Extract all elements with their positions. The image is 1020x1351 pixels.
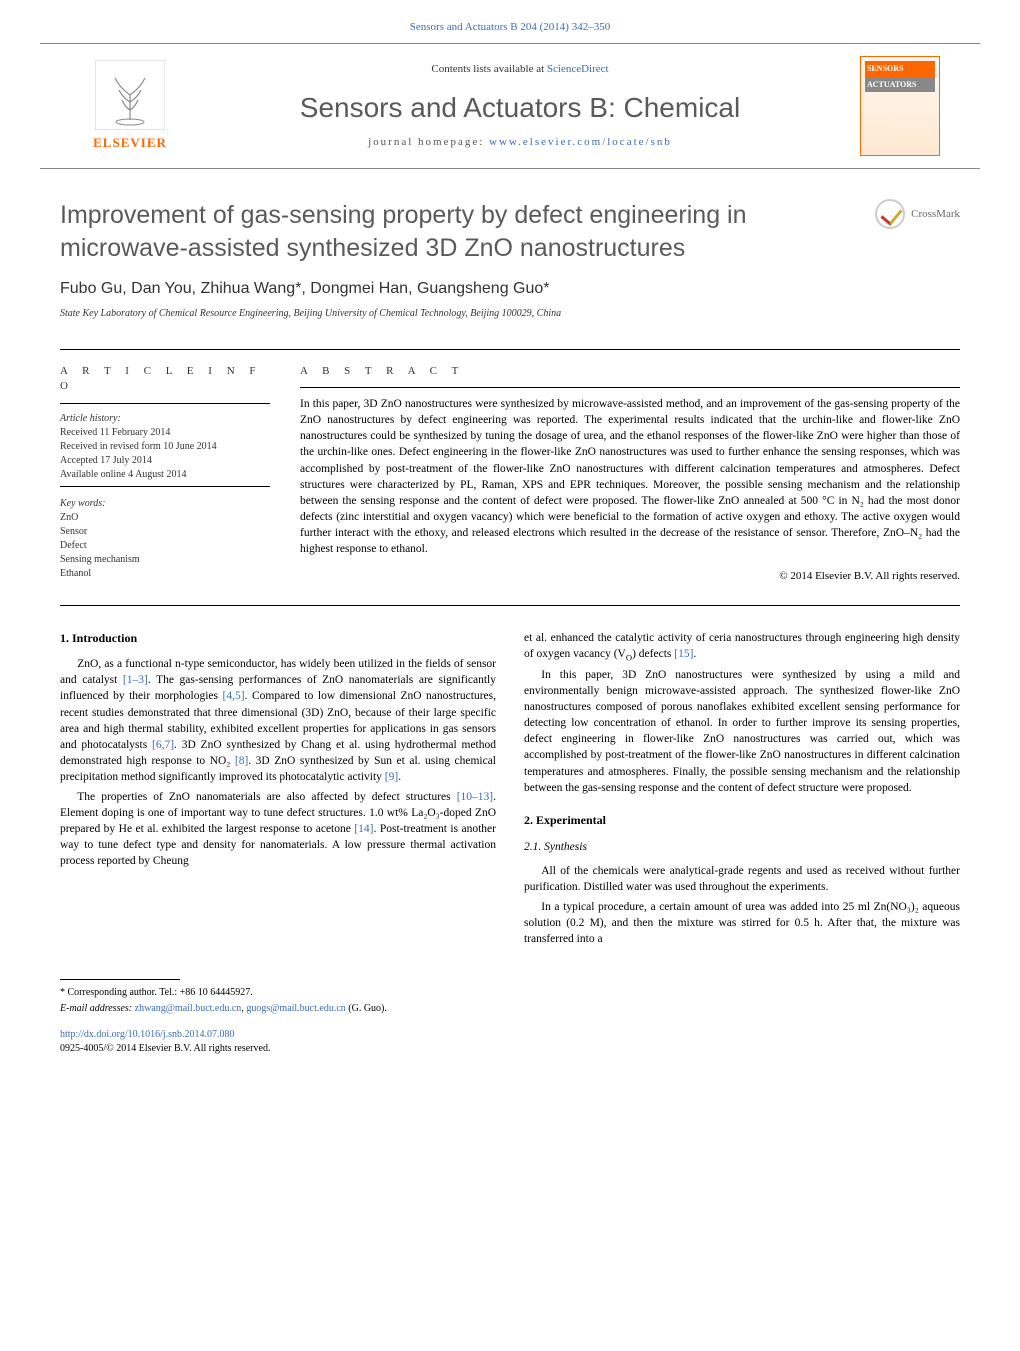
authors-line: Fubo Gu, Dan You, Zhihua Wang*, Dongmei … xyxy=(60,278,960,300)
abstract-text: In this paper, 3D ZnO nanostructures wer… xyxy=(300,396,960,557)
journal-title: Sensors and Actuators B: Chemical xyxy=(180,88,860,127)
affiliation: State Key Laboratory of Chemical Resourc… xyxy=(60,307,960,321)
info-divider-1 xyxy=(60,403,270,404)
ref-1-3[interactable]: [1–3] xyxy=(123,674,148,686)
ref-10-13[interactable]: [10–13] xyxy=(457,791,493,803)
homepage-line: journal homepage: www.elsevier.com/locat… xyxy=(180,135,860,150)
received-date: Received 11 February 2014 xyxy=(60,426,270,440)
journal-cover-thumbnail: SENSORS ACTUATORS xyxy=(860,56,940,156)
abstract-column: a b s t r a c t In this paper, 3D ZnO na… xyxy=(300,364,960,585)
col2-para-1: et al. enhanced the catalytic activity o… xyxy=(524,630,960,663)
article-title: Improvement of gas-sensing property by d… xyxy=(60,199,855,264)
abstract-divider xyxy=(300,387,960,388)
info-divider-2 xyxy=(60,486,270,487)
journal-banner: ELSEVIER Contents lists available at Sci… xyxy=(40,43,980,169)
email-suffix: (G. Guo). xyxy=(346,1003,387,1014)
history-label: Article history: xyxy=(60,412,270,426)
intro-p1-f: . xyxy=(398,771,401,783)
corresponding-author: * Corresponding author. Tel.: +86 10 644… xyxy=(60,986,960,1000)
cover-badge-actuators: ACTUATORS xyxy=(865,77,935,92)
column-left: 1. Introduction ZnO, as a functional n-t… xyxy=(60,630,496,952)
banner-center: Contents lists available at ScienceDirec… xyxy=(180,62,860,150)
body-columns: 1. Introduction ZnO, as a functional n-t… xyxy=(0,606,1020,972)
experimental-heading: 2. Experimental xyxy=(524,812,960,829)
article-history-block: Article history: Received 11 February 20… xyxy=(60,412,270,482)
elsevier-wordmark: ELSEVIER xyxy=(93,134,167,152)
keywords-block: Key words: ZnO Sensor Defect Sensing mec… xyxy=(60,497,270,581)
revised-date: Received in revised form 10 June 2014 xyxy=(60,440,270,454)
intro-p2-a: The properties of ZnO nanomaterials are … xyxy=(77,791,456,803)
issn-copyright: 0925-4005/© 2014 Elsevier B.V. All right… xyxy=(60,1042,960,1056)
email-2[interactable]: guogs@mail.buct.edu.cn xyxy=(246,1003,345,1014)
contents-available-line: Contents lists available at ScienceDirec… xyxy=(180,62,860,77)
keyword-2: Defect xyxy=(60,539,270,553)
contents-prefix: Contents lists available at xyxy=(431,63,546,75)
abstract-copyright: © 2014 Elsevier B.V. All rights reserved… xyxy=(300,569,960,584)
crossmark-label: CrossMark xyxy=(911,207,960,222)
online-date: Available online 4 August 2014 xyxy=(60,468,270,482)
info-abstract-row: a r t i c l e i n f o Article history: R… xyxy=(0,350,1020,585)
synthesis-heading: 2.1. Synthesis xyxy=(524,839,960,855)
sciencedirect-link[interactable]: ScienceDirect xyxy=(547,63,609,75)
keyword-3: Sensing mechanism xyxy=(60,553,270,567)
keyword-1: Sensor xyxy=(60,525,270,539)
doi-link[interactable]: http://dx.doi.org/10.1016/j.snb.2014.07.… xyxy=(60,1029,235,1040)
elsevier-logo: ELSEVIER xyxy=(80,60,180,152)
intro-para-1: ZnO, as a functional n-type semiconducto… xyxy=(60,656,496,785)
keyword-0: ZnO xyxy=(60,511,270,525)
c2p1-c: . xyxy=(693,648,696,660)
abstract-heading: a b s t r a c t xyxy=(300,364,960,379)
intro-para-2: The properties of ZnO nanomaterials are … xyxy=(60,789,496,869)
cover-badge-sensors: SENSORS xyxy=(865,61,935,76)
footnotes: * Corresponding author. Tel.: +86 10 644… xyxy=(0,971,1020,1016)
article-info-column: a r t i c l e i n f o Article history: R… xyxy=(60,364,270,585)
keywords-label: Key words: xyxy=(60,497,270,511)
article-info-heading: a r t i c l e i n f o xyxy=(60,364,270,395)
ref-15[interactable]: [15] xyxy=(674,648,693,660)
footnote-divider xyxy=(60,979,180,980)
ref-4-5[interactable]: [4,5] xyxy=(223,690,245,702)
homepage-url[interactable]: www.elsevier.com/locate/snb xyxy=(489,136,672,148)
crossmark-icon xyxy=(875,199,905,229)
ref-9[interactable]: [9] xyxy=(385,771,398,783)
c2p1-b: ) defects xyxy=(632,648,674,660)
article-header: Improvement of gas-sensing property by d… xyxy=(0,169,1020,330)
column-right: et al. enhanced the catalytic activity o… xyxy=(524,630,960,952)
email-line: E-mail addresses: zhwang@mail.buct.edu.c… xyxy=(60,1002,960,1016)
crossmark-badge[interactable]: CrossMark xyxy=(875,199,960,229)
email-label: E-mail addresses: xyxy=(60,1003,135,1014)
intro-heading: 1. Introduction xyxy=(60,630,496,647)
synth-para-1: All of the chemicals were analytical-gra… xyxy=(524,863,960,895)
ref-14[interactable]: [14] xyxy=(354,823,373,835)
ref-8[interactable]: [8] xyxy=(235,755,248,767)
journal-reference: Sensors and Actuators B 204 (2014) 342–3… xyxy=(410,21,610,33)
c2p1-a: et al. enhanced the catalytic activity o… xyxy=(524,632,960,660)
email-1[interactable]: zhwang@mail.buct.edu.cn xyxy=(135,1003,242,1014)
keyword-4: Ethanol xyxy=(60,567,270,581)
header-bar: Sensors and Actuators B 204 (2014) 342–3… xyxy=(0,0,1020,43)
col2-para-2: In this paper, 3D ZnO nanostructures wer… xyxy=(524,667,960,796)
accepted-date: Accepted 17 July 2014 xyxy=(60,454,270,468)
doi-block: http://dx.doi.org/10.1016/j.snb.2014.07.… xyxy=(0,1018,1020,1076)
ref-6-7[interactable]: [6,7] xyxy=(152,739,174,751)
synth-para-2: In a typical procedure, a certain amount… xyxy=(524,899,960,947)
elsevier-tree-icon xyxy=(95,60,165,130)
title-row: Improvement of gas-sensing property by d… xyxy=(60,199,960,264)
homepage-label: journal homepage: xyxy=(368,136,489,148)
